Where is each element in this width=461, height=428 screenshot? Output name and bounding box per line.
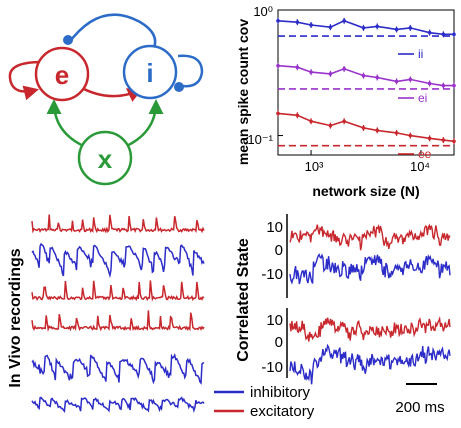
node-e-label: e — [55, 60, 69, 90]
chart1-line-ii — [277, 19, 454, 36]
chart1-point-ee-2 — [309, 119, 313, 124]
chart1-point-ee-9 — [427, 136, 432, 141]
chart1-legend-label-ei: ei — [418, 91, 427, 105]
edge-x-to-e — [46, 99, 89, 150]
corr-top-ytick-0: 10 — [266, 219, 283, 236]
corr-top-ytick-1: 0 — [275, 242, 283, 259]
edge-i-self — [177, 54, 204, 88]
chart1-point-ei-10 — [441, 83, 446, 88]
edge-x-to-i — [121, 99, 164, 150]
chart1-ytick-1: 10⁻¹ — [247, 132, 273, 147]
edge-i-to-e-head — [63, 35, 73, 45]
chart1-point-ii-10 — [441, 32, 446, 37]
chart1-point-ei-3 — [328, 72, 333, 76]
node-x — [77, 130, 133, 186]
chart1-point-ee-4 — [342, 119, 346, 124]
chart1-point-ei-6 — [375, 75, 380, 80]
corr-inhibitory-trace-0 — [289, 253, 451, 285]
chart1-point-ee-10 — [441, 138, 446, 142]
chart1-point-ii-8 — [408, 26, 413, 30]
chart1-frame — [277, 9, 455, 156]
cov-vs-network-size-chart: 10⁰ 10⁻¹ 10³ 10⁴ network size (N) mean s… — [235, 4, 456, 199]
network-diagram: e i x — [8, 13, 204, 186]
corr-bot-ytick-0: 10 — [266, 312, 283, 329]
chart1-point-ei-1 — [295, 65, 300, 70]
chart1-point-ee-0 — [276, 111, 280, 116]
node-x-label: x — [98, 144, 113, 174]
chart1-line-ee — [277, 112, 455, 143]
chart1-point-ei-7 — [394, 79, 399, 84]
in-vivo-title: In Vivo recordings — [7, 248, 24, 387]
chart1-xtick-1: 10⁴ — [410, 159, 430, 174]
corr-inhibitory-trace-1 — [289, 343, 451, 385]
corr-bot-ytick-1: 0 — [275, 334, 283, 351]
chart1-point-ii-0 — [276, 19, 280, 23]
in-vivo-trace-0 — [31, 214, 205, 234]
chart1-point-ii-4 — [342, 19, 346, 23]
chart1-point-ee-8 — [408, 133, 413, 138]
chart1-point-ei-11 — [452, 83, 456, 88]
corr-bot-ytick-2: -10 — [261, 359, 283, 376]
legend-excitatory-label: excitatory — [250, 403, 315, 420]
chart1-point-ii-11 — [452, 32, 456, 37]
chart1-point-ii-1 — [295, 20, 300, 24]
in-vivo-trace-5 — [31, 396, 205, 414]
chart1-point-ei-2 — [309, 70, 313, 74]
chart1-point-ee-5 — [361, 126, 366, 130]
node-i-label: i — [146, 58, 153, 88]
corr-excitatory-trace-1 — [289, 315, 451, 342]
chart1-legend-label-ii: ii — [418, 47, 423, 61]
chart1-point-ei-8 — [408, 77, 413, 82]
legend-inhibitory-label: inhibitory — [250, 384, 311, 401]
chart1-point-ii-9 — [427, 30, 432, 35]
chart1-xlabel: network size (N) — [312, 183, 419, 199]
node-e — [34, 46, 90, 102]
chart1-xtick-0: 10³ — [305, 159, 324, 174]
correlated-traces — [289, 223, 451, 385]
correlated-state-chart: Correlated State 10 0 -10 10 0 -10 200 m… — [214, 214, 451, 420]
chart1-point-ee-1 — [295, 113, 300, 118]
in-vivo-recordings-chart: In Vivo recordings — [7, 214, 205, 414]
in-vivo-trace-3 — [31, 310, 205, 332]
in-vivo-traces — [31, 214, 205, 414]
chart1-legend-label-ee: ee — [418, 147, 432, 161]
edge-i-to-e — [66, 13, 157, 53]
scalebar-label: 200 ms — [395, 399, 444, 416]
edge-i-self-head — [174, 82, 184, 92]
chart1-point-ii-2 — [309, 23, 313, 27]
chart1-series-group: ii ei ee — [276, 9, 456, 161]
chart1-point-ei-0 — [276, 63, 280, 68]
correlated-state-title: Correlated State — [235, 238, 252, 362]
node-i — [122, 44, 178, 100]
corr-top-ytick-2: -10 — [261, 266, 283, 283]
chart1-point-ei-5 — [361, 73, 366, 78]
chart1-point-ii-5 — [361, 26, 366, 30]
chart1-point-ee-11 — [452, 139, 456, 144]
chart1-point-ee-6 — [375, 128, 380, 133]
chart1-point-ii-6 — [375, 24, 380, 29]
in-vivo-trace-4 — [31, 352, 205, 385]
chart1-ytick-0: 10⁰ — [253, 4, 273, 19]
edge-e-self — [8, 60, 43, 101]
chart1-line-ei — [277, 64, 454, 87]
in-vivo-trace-2 — [31, 280, 205, 302]
chart1-point-ii-3 — [328, 25, 333, 29]
chart1-point-ee-3 — [328, 123, 333, 128]
chart1-point-ee-7 — [394, 131, 399, 135]
chart1-ylabel: mean spike count cov — [235, 19, 251, 165]
in-vivo-trace-1 — [31, 242, 205, 279]
chart1-point-ii-7 — [394, 27, 399, 32]
corr-excitatory-trace-0 — [289, 223, 451, 251]
chart1-point-ei-4 — [342, 67, 346, 71]
chart1-point-ei-9 — [427, 81, 432, 86]
